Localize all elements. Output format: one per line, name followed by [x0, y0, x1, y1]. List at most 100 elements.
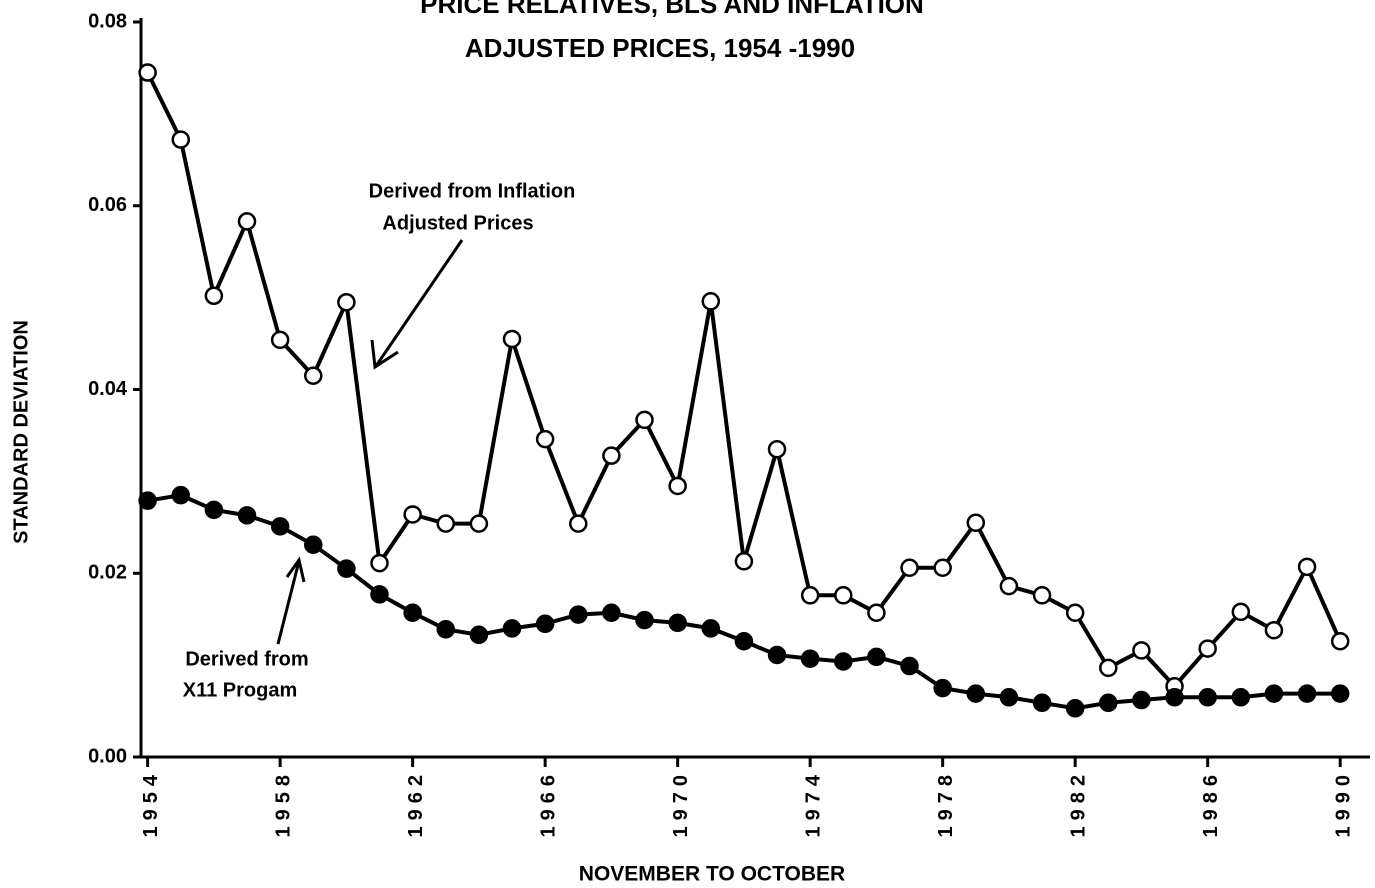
x-tick-label: 1970 [670, 769, 692, 838]
data-point [668, 476, 687, 496]
data-point [469, 514, 489, 533]
data-point [1099, 693, 1118, 713]
arrow [370, 239, 464, 370]
data-point [1198, 688, 1217, 707]
data-point [900, 558, 919, 577]
data-point [237, 212, 257, 231]
data-point [1231, 688, 1251, 707]
series-line [147, 493, 1341, 711]
chart-title: PRICE RELATIVES, BLS AND INFLATION [420, 0, 924, 19]
data-point [535, 614, 555, 634]
data-point [602, 446, 621, 465]
data-point [767, 439, 787, 459]
data-point [204, 286, 224, 306]
data-point [1264, 684, 1284, 703]
x-tick-label: 1978 [935, 769, 957, 838]
data-point [304, 366, 323, 385]
data-point [204, 500, 224, 520]
data-point [635, 410, 654, 430]
data-point [834, 652, 853, 671]
y-tick-label: 0.08 [88, 10, 127, 32]
data-point [734, 631, 754, 651]
data-point [171, 485, 191, 505]
data-point [1231, 602, 1251, 622]
annotation: Derived from Inflation [369, 180, 576, 202]
data-point [966, 684, 986, 703]
data-point [701, 292, 721, 311]
data-point [933, 558, 952, 577]
data-point [237, 506, 257, 525]
series-line [145, 71, 1343, 690]
y-tick-label: 0.04 [88, 378, 128, 400]
data-point [701, 619, 721, 638]
data-point [403, 603, 422, 623]
data-point [1330, 684, 1350, 703]
data-point [270, 330, 290, 350]
data-point [436, 514, 456, 533]
data-point [1297, 557, 1317, 577]
x-tick-label: 1962 [405, 769, 427, 838]
data-point [867, 603, 886, 623]
data-point [138, 491, 157, 510]
x-tick-label: 1982 [1067, 769, 1089, 838]
x-tick-label: 1954 [140, 769, 162, 838]
data-point [1032, 693, 1052, 713]
data-point [602, 603, 621, 623]
data-point [900, 656, 919, 676]
data-point [1165, 688, 1184, 707]
data-point [569, 514, 588, 533]
data-point [800, 649, 820, 668]
x-tick-label: 1958 [272, 769, 294, 838]
data-point [1330, 631, 1350, 651]
x-tick-label: 1966 [537, 769, 559, 838]
arrow [276, 556, 306, 645]
data-point [767, 645, 787, 665]
x-tick-label: 1974 [802, 769, 824, 838]
y-tick-label: 0.00 [88, 745, 127, 767]
x-tick-label: 1990 [1332, 769, 1354, 838]
data-point [337, 292, 356, 312]
data-point [1032, 586, 1052, 605]
data-point [933, 678, 952, 698]
data-point [403, 505, 422, 524]
data-point [1065, 603, 1085, 623]
y-tick-label: 0.06 [88, 194, 127, 216]
data-point [535, 429, 555, 449]
data-point [569, 605, 588, 624]
data-point [370, 585, 389, 604]
data-point [1264, 620, 1284, 640]
data-point [999, 576, 1019, 596]
data-point [469, 625, 489, 645]
y-axis-label: STANDARD DEVIATION [10, 320, 32, 544]
data-point [1099, 658, 1118, 678]
data-point [1198, 639, 1217, 658]
data-point [800, 586, 820, 605]
data-point [304, 535, 323, 555]
annotation: Adjusted Prices [382, 212, 533, 234]
data-point [1297, 684, 1317, 703]
data-point [834, 586, 853, 605]
data-point [502, 619, 522, 638]
data-point [502, 329, 522, 349]
data-point [138, 63, 157, 82]
data-point [734, 552, 754, 571]
data-point [337, 559, 356, 578]
x-tick-label: 1986 [1200, 769, 1222, 838]
data-point [966, 513, 986, 532]
data-point [999, 688, 1019, 707]
data-point [1132, 641, 1151, 660]
data-point [1132, 690, 1151, 710]
annotation: Derived from [185, 648, 308, 670]
data-point [668, 613, 687, 633]
data-point [370, 553, 389, 573]
data-point [436, 620, 456, 639]
data-point [171, 130, 191, 149]
data-point [270, 517, 290, 536]
y-tick-label: 0.02 [88, 562, 127, 584]
data-point [867, 647, 886, 667]
x-axis-label: NOVEMBER TO OCTOBER [579, 863, 845, 886]
annotation: X11 Progam [183, 679, 298, 701]
data-point [635, 610, 654, 630]
chart-title: ADJUSTED PRICES, 1954 -1990 [465, 33, 855, 63]
